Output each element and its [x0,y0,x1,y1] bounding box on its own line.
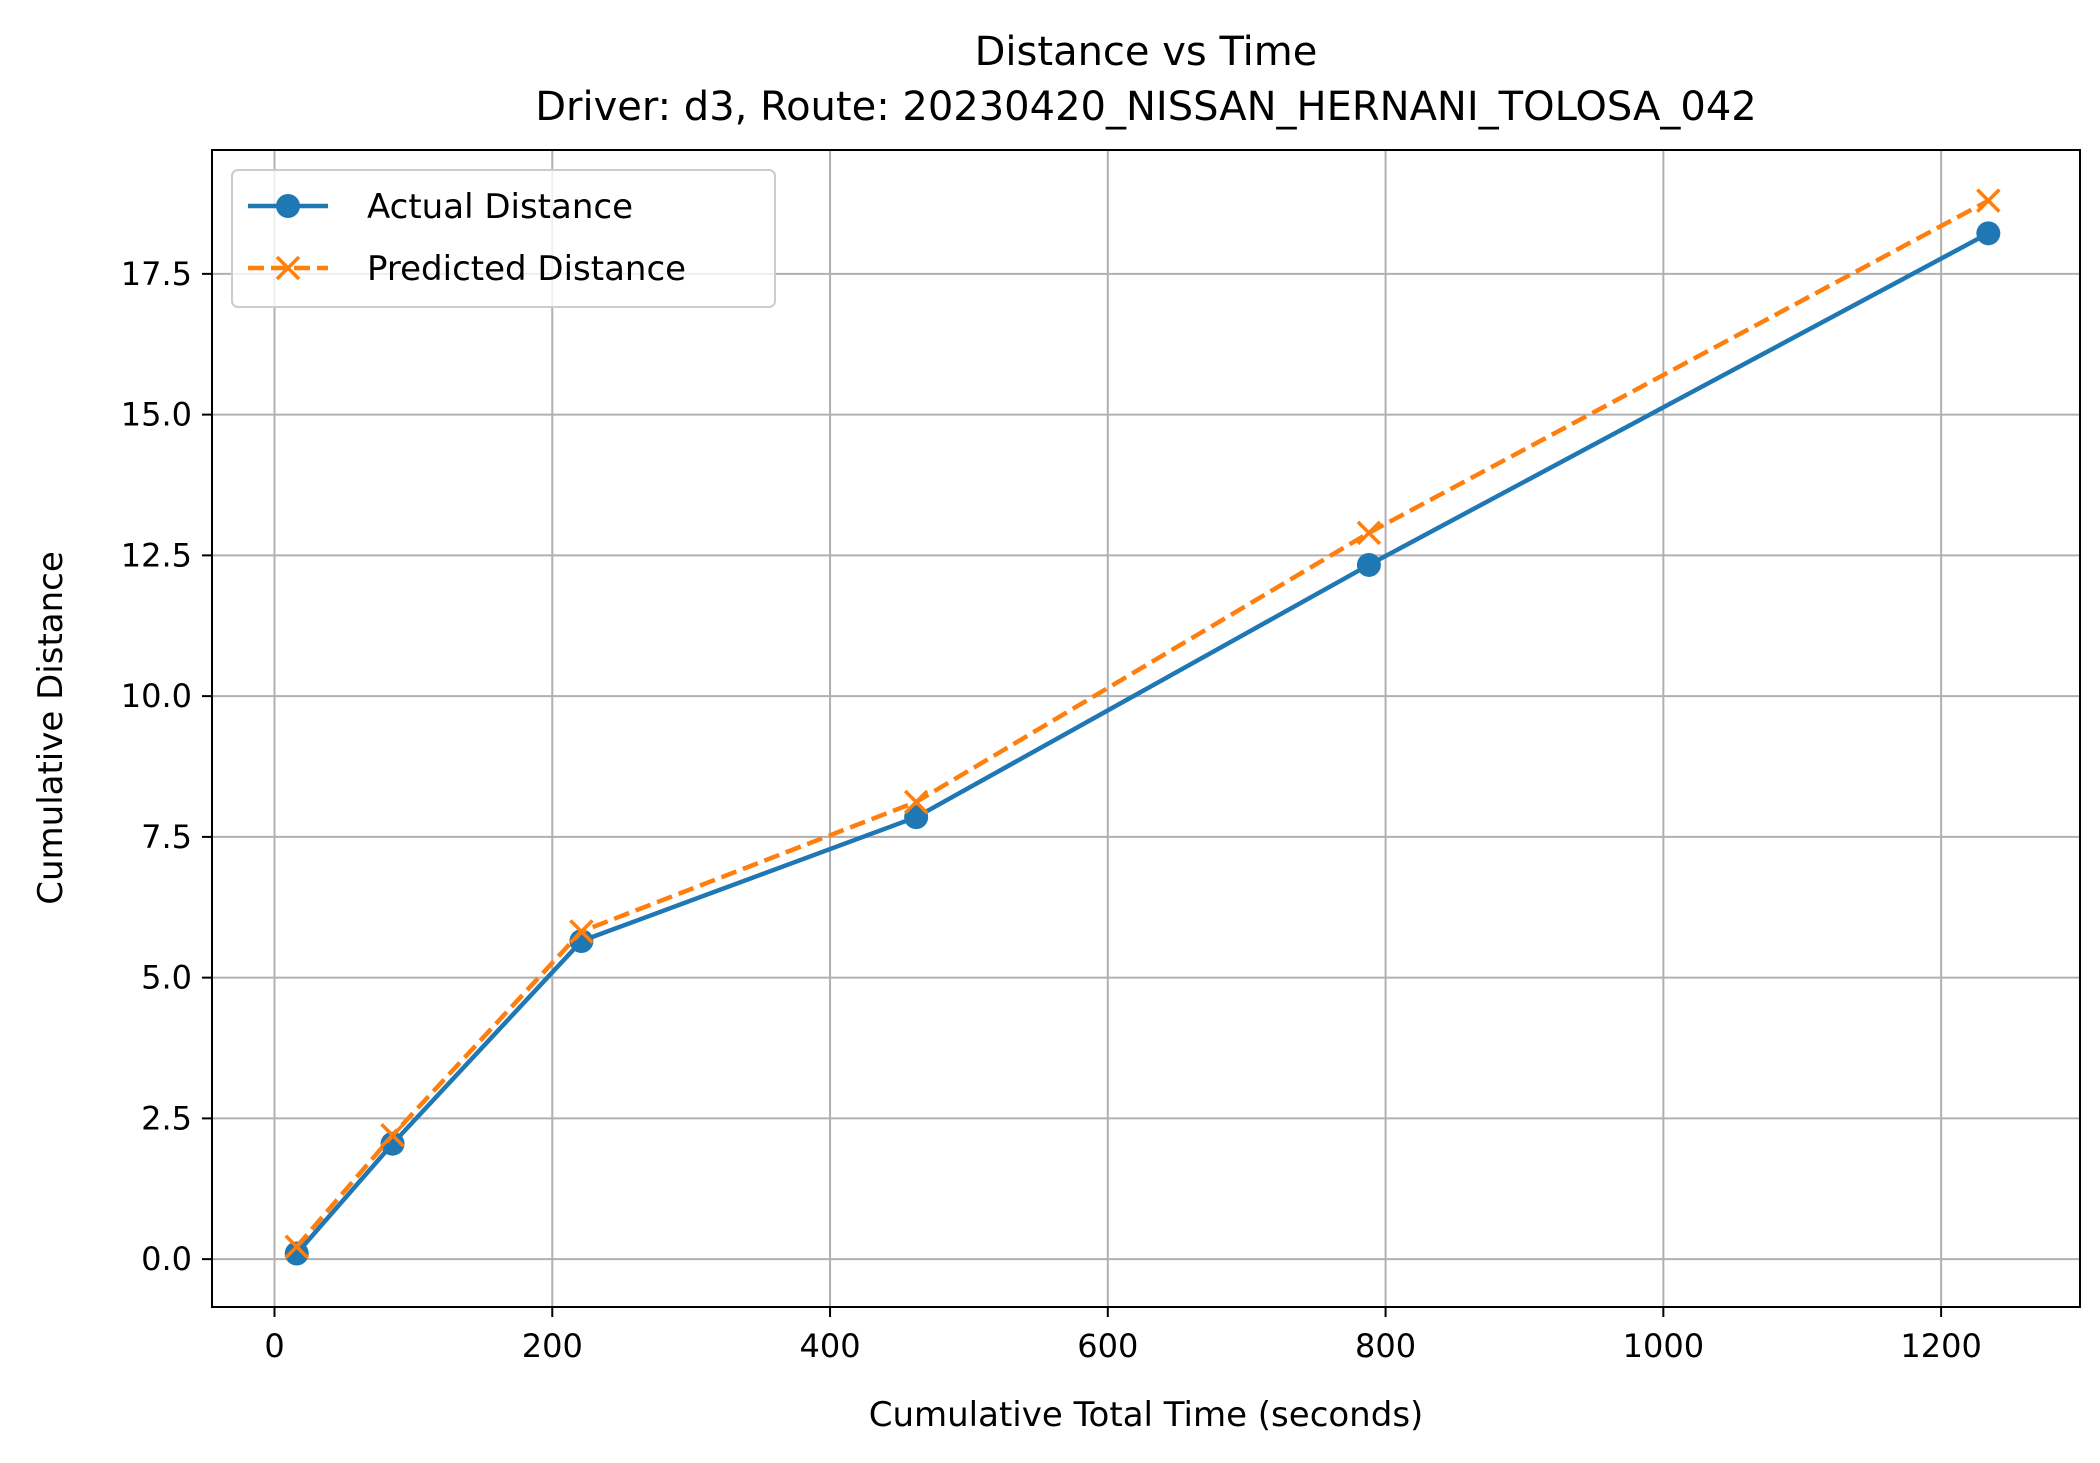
x-tick-label: 1000 [1623,1327,1704,1365]
x-axis-label: Cumulative Total Time (seconds) [869,1395,1424,1435]
x-tick-label: 0 [264,1327,284,1365]
x-tick-label: 200 [522,1327,583,1365]
data-point-predicted-distance [1356,520,1382,546]
y-axis-ticks: 0.0 2.5 5.0 7.5 10.0 12.5 15.0 17.5 [121,255,212,1278]
data-point-actual-distance [904,805,929,830]
y-tick-label: 5.0 [141,959,192,997]
legend-label-predicted-distance: Predicted Distance [367,249,686,289]
y-tick-label: 2.5 [141,1099,192,1137]
data-point-predicted-distance [284,1234,309,1259]
y-tick-label: 15.0 [121,396,192,434]
x-tick-label: 400 [799,1327,860,1365]
y-tick-label: 17.5 [121,255,192,293]
legend-entries: Actual Distance Predicted Distance [248,187,686,289]
x-axis-ticks: 0 200 400 600 800 1000 1200 [264,1307,1982,1365]
legend-marker-actual-distance [276,194,300,218]
plot-area-frame [211,149,2081,1308]
legend-frame [231,169,776,308]
data-point-predicted-distance [1976,188,2001,213]
data-point-predicted-distance [569,919,594,944]
series-line-predicted-distance [295,198,1990,1249]
x-tick-label: 800 [1355,1327,1416,1365]
chart-title: Distance vs Time [975,29,1318,75]
series-predicted-distance [284,188,2001,1259]
x-tick-label: 600 [1077,1327,1138,1365]
series-layer [284,188,2001,1266]
y-tick-label: 10.0 [121,677,192,715]
data-point-predicted-distance [380,1123,405,1148]
y-tick-label: 0.0 [141,1240,192,1278]
data-point-actual-distance [1356,552,1381,577]
data-point-actual-distance [284,1241,309,1266]
chart-subtitle: Driver: d3, Route: 20230420_NISSAN_HERNA… [535,84,1757,130]
y-tick-label: 12.5 [121,536,192,574]
data-point-actual-distance [1976,221,2001,246]
x-tick-label: 1200 [1900,1327,1981,1365]
y-tick-label: 7.5 [141,818,192,856]
y-axis-label: Cumulative Distance [31,551,71,905]
legend-marker-predicted-distance [275,255,301,281]
data-point-actual-distance [380,1131,405,1156]
grid-lines [212,150,2080,1307]
series-line-actual-distance [295,231,1990,1255]
data-point-predicted-distance [903,789,929,815]
legend-label-actual-distance: Actual Distance [367,187,633,227]
legend: Actual Distance Predicted Distance [231,169,776,308]
